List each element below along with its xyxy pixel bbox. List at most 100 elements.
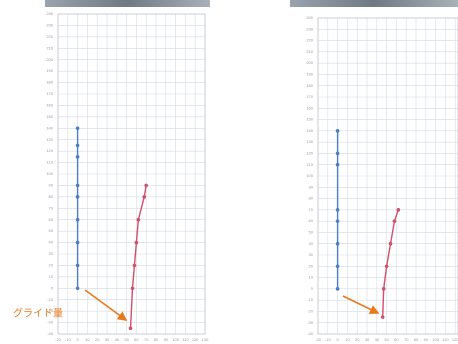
y-tick-label: -10: [307, 297, 314, 302]
header-band: [45, 0, 210, 7]
y-tick-label: 180: [46, 80, 53, 85]
y-tick-label: -10: [47, 297, 54, 302]
series-line: [383, 210, 399, 317]
x-tick-label: 120: [452, 337, 458, 342]
y-tick-label: 230: [306, 26, 313, 31]
x-tick-label: 40: [115, 337, 120, 342]
y-tick-label: 240: [306, 15, 313, 20]
screenshot: 2402302202102001901801701601501401301201…: [0, 0, 458, 344]
y-tick-label: -40: [307, 331, 314, 336]
x-tick-label: 120: [192, 337, 199, 342]
point: [336, 208, 340, 212]
y-tick-label: 100: [306, 173, 313, 178]
chart-right: 2402302202102001901801701601501401301201…: [306, 15, 458, 342]
y-tick-label: 40: [309, 241, 314, 246]
y-tick-label: 140: [306, 128, 313, 133]
point: [336, 287, 340, 291]
x-tick-label: -20: [55, 337, 62, 342]
x-tick-label: 110: [442, 337, 449, 342]
point: [137, 218, 141, 222]
point: [76, 195, 80, 199]
x-tick-label: 20: [355, 337, 360, 342]
point: [382, 287, 386, 291]
series-line: [131, 185, 147, 328]
point: [336, 163, 340, 167]
point: [336, 219, 340, 223]
y-tick-label: 130: [306, 139, 313, 144]
point: [389, 242, 393, 246]
y-tick-label: 0: [51, 285, 54, 290]
x-tick-label: 40: [375, 337, 380, 342]
y-tick-label: 70: [309, 207, 314, 212]
point: [336, 152, 340, 156]
y-tick-label: -30: [47, 320, 54, 325]
point: [129, 326, 133, 330]
point: [144, 184, 148, 188]
y-tick-label: 90: [49, 182, 54, 187]
x-tick-label: 10: [345, 337, 350, 342]
x-tick-label: 90: [424, 337, 429, 342]
y-tick-label: 210: [46, 45, 53, 50]
y-tick-label: 230: [46, 22, 53, 27]
y-tick-label: 180: [306, 83, 313, 88]
x-tick-label: 80: [154, 337, 159, 342]
x-tick-label: 130: [202, 337, 209, 342]
y-tick-label: -20: [307, 308, 314, 313]
y-tick-label: 110: [307, 162, 314, 167]
x-tick-label: 80: [414, 337, 419, 342]
point: [385, 264, 389, 268]
header-band: [290, 0, 458, 7]
y-tick-label: 50: [49, 228, 54, 233]
y-tick-label: 10: [309, 275, 314, 280]
y-tick-label: 120: [306, 150, 313, 155]
x-tick-label: 100: [432, 337, 439, 342]
x-tick-label: 60: [394, 337, 399, 342]
point: [142, 195, 146, 199]
y-tick-label: 120: [46, 148, 53, 153]
y-tick-label: 80: [49, 194, 54, 199]
annotation: グライド量: [13, 307, 63, 320]
y-tick-label: 90: [309, 184, 314, 189]
point: [336, 242, 340, 246]
point: [76, 144, 80, 148]
point: [76, 241, 80, 245]
x-tick-label: -20: [315, 337, 322, 342]
point: [336, 264, 340, 268]
x-tick-label: 20: [95, 337, 100, 342]
point: [76, 155, 80, 159]
x-tick-label: 30: [105, 337, 110, 342]
point: [135, 241, 139, 245]
y-tick-label: 150: [46, 114, 53, 119]
y-tick-label: 60: [309, 218, 314, 223]
y-tick-label: 170: [46, 91, 53, 96]
y-tick-label: 160: [306, 105, 313, 110]
x-tick-label: 60: [134, 337, 139, 342]
x-tick-label: 110: [182, 337, 189, 342]
y-tick-label: 100: [46, 171, 53, 176]
y-tick-label: 150: [306, 117, 313, 122]
point: [76, 184, 80, 188]
y-tick-label: 170: [306, 94, 313, 99]
y-tick-label: 200: [306, 60, 313, 65]
point: [76, 286, 80, 290]
point: [76, 126, 80, 130]
y-tick-label: 220: [46, 34, 53, 39]
y-tick-label: 200: [46, 57, 53, 62]
y-tick-label: 50: [309, 229, 314, 234]
x-tick-label: 0: [76, 337, 79, 342]
y-tick-label: 30: [309, 252, 314, 257]
x-tick-label: 50: [124, 337, 129, 342]
x-tick-label: 90: [164, 337, 169, 342]
x-tick-label: 70: [404, 337, 409, 342]
y-tick-label: 130: [46, 137, 53, 142]
y-tick-label: 160: [46, 102, 53, 107]
y-tick-label: 70: [49, 205, 54, 210]
point: [397, 208, 401, 212]
x-tick-label: -10: [65, 337, 72, 342]
y-tick-label: 190: [306, 71, 313, 76]
y-tick-label: 80: [309, 196, 314, 201]
point: [76, 264, 80, 268]
y-tick-label: 20: [49, 262, 54, 267]
y-tick-label: 110: [47, 160, 54, 165]
x-tick-label: 70: [144, 337, 149, 342]
